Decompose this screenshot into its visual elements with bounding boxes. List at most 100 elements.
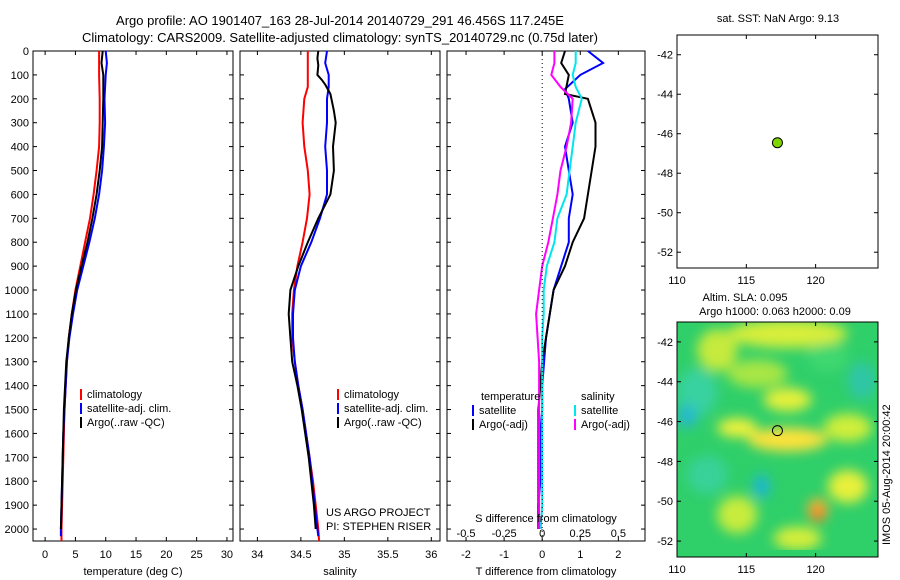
sst-map-frame <box>676 34 879 269</box>
difference-profile-chart: -2 -1 0 1 2 T difference from climatology temp… <box>446 50 646 578</box>
sal-series-argo---raw--qc- <box>287 50 337 530</box>
diff-series-argo--adj- <box>535 51 574 529</box>
depth-tick-label: 1700 <box>5 452 29 464</box>
diff-s-tick-label: 0 <box>539 528 545 540</box>
alt-y-tick-label: -52 <box>657 536 673 548</box>
sst-x-tick-label: 120 <box>806 275 824 287</box>
alt-float-location-marker <box>771 425 783 437</box>
heatmap-cell <box>677 404 698 428</box>
temp-x-tick-label: 10 <box>100 549 112 561</box>
depth-tick-label: 400 <box>11 142 29 154</box>
diff-plot-frame <box>446 50 646 542</box>
figure-title-line2: Climatology: CARS2009. Satellite-adjuste… <box>82 30 598 45</box>
temp-x-tick-label: 15 <box>130 549 142 561</box>
heatmap-cell <box>697 329 738 372</box>
depth-tick-label: 100 <box>11 70 29 82</box>
sal-x-tick-label: 36 <box>425 549 437 561</box>
legend-label: Argo(-adj) <box>581 419 630 431</box>
depth-tick-label: 1900 <box>5 500 29 512</box>
temp-x-tick-label: 5 <box>72 549 78 561</box>
diff-x-tick-label: 0 <box>539 549 545 561</box>
depth-tick-label: 600 <box>11 189 29 201</box>
heatmap-cell <box>763 387 812 412</box>
depth-tick-label: 1100 <box>5 309 29 321</box>
sst-x-tick-label: 110 <box>668 275 686 287</box>
legend-label: satellite-adj. clim. <box>87 403 171 415</box>
sst-y-tick-label: -44 <box>657 89 673 101</box>
temp-plot-frame <box>32 50 234 542</box>
sal-x-tick-label: 35.5 <box>377 549 398 561</box>
depth-tick-label: 1000 <box>5 285 29 297</box>
sal-x-tick-label: 34 <box>251 549 263 561</box>
alt-x-tick-label: 120 <box>806 564 824 576</box>
depth-tick-label: 1400 <box>5 381 29 393</box>
heatmap-cell <box>687 455 728 494</box>
legend-label: climatology <box>344 389 400 401</box>
depth-tick-label: 2000 <box>5 524 29 536</box>
temp-series-argo---raw--qc- <box>59 50 105 530</box>
legend-label: satellite-adj. clim. <box>344 403 428 415</box>
alt-y-tick-label: -50 <box>657 496 673 508</box>
alt-x-tick-label: 115 <box>738 564 756 576</box>
temp-x-tick-label: 30 <box>221 549 233 561</box>
diff-s-tick-label: -0.25 <box>492 528 517 540</box>
depth-tick-label: 1500 <box>5 405 29 417</box>
annotation-pi: PI: STEPHEN RISER <box>326 521 431 533</box>
sst-map-chart: 110 115 120 -42 -44 -46 -48 -50 -52 <box>657 34 879 287</box>
diff-x-axis-label: T difference from climatology <box>476 566 617 578</box>
legend-label: Argo(-adj) <box>479 419 528 431</box>
depth-tick-label: 900 <box>11 261 29 273</box>
diff-s-axis-label: S difference from climatology <box>475 513 617 525</box>
figure-title-line1: Argo profile: AO 1901407_163 28-Jul-2014… <box>116 13 564 28</box>
depth-tick-label: 1800 <box>5 476 29 488</box>
altimetry-map-chart: 110 115 120 -42 -44 -46 -48 -50 -52 <box>657 321 879 576</box>
heatmap-cell <box>753 474 770 499</box>
heatmap-cell <box>847 361 876 400</box>
alt-y-tick-label: -48 <box>657 456 673 468</box>
annotation-project: US ARGO PROJECT <box>326 507 431 519</box>
sst-y-tick-label: -50 <box>657 208 673 220</box>
heatmap-cell <box>747 427 828 452</box>
diff-legend-header-temperature: temperature <box>481 391 540 403</box>
sst-y-tick-label: -48 <box>657 168 673 180</box>
heatmap-cell <box>827 470 868 503</box>
altimetry-heatmap <box>677 322 878 557</box>
heatmap-cell <box>773 526 822 550</box>
heatmap-cell <box>807 343 848 372</box>
depth-tick-label: 1600 <box>5 428 29 440</box>
sst-y-tick-label: -46 <box>657 129 673 141</box>
heatmap-cell <box>812 508 823 521</box>
diff-x-tick-label: 2 <box>615 549 621 561</box>
depth-tick-label: 1300 <box>5 357 29 369</box>
alt-y-tick-label: -44 <box>657 377 673 389</box>
legend-label: climatology <box>87 389 143 401</box>
diff-s-tick-label: 0.25 <box>570 528 591 540</box>
legend-label: Argo(..raw -QC) <box>87 417 165 429</box>
altimetry-title-line2: Argo h1000: 0.063 h2000: 0.09 <box>699 306 851 318</box>
alt-y-tick-label: -42 <box>657 337 673 349</box>
sal-x-tick-label: 34.5 <box>290 549 311 561</box>
altimetry-side-label: IMOS 05-Aug-2014 20:00:42 <box>881 404 893 545</box>
depth-tick-label: 800 <box>11 237 29 249</box>
depth-tick-label: 0 <box>23 46 29 58</box>
alt-y-tick-label: -46 <box>657 417 673 429</box>
diff-series-satellite <box>539 51 583 530</box>
diff-x-tick-label: 1 <box>577 549 583 561</box>
sal-x-tick-label: 35 <box>338 549 350 561</box>
depth-tick-label: 1200 <box>5 333 29 345</box>
salinity-profile-chart: 34 34.5 35 35.5 36 salinity climatology satelli… <box>239 50 441 578</box>
temp-x-axis-label: temperature (deg C) <box>83 566 182 578</box>
temp-x-tick-label: 0 <box>42 549 48 561</box>
legend-label: satellite <box>479 405 516 417</box>
heatmap-cell <box>727 322 848 348</box>
diff-s-tick-label: 0.5 <box>611 528 626 540</box>
sst-map-title: sat. SST: NaN Argo: 9.13 <box>717 13 839 25</box>
diff-s-tick-label: -0.5 <box>457 528 476 540</box>
temp-x-tick-label: 25 <box>191 549 203 561</box>
sst-x-tick-label: 115 <box>738 275 756 287</box>
diff-x-tick-label: -1 <box>499 549 509 561</box>
temp-x-tick-label: 20 <box>160 549 172 561</box>
heatmap-cell <box>727 359 788 388</box>
alt-x-tick-label: 110 <box>668 564 686 576</box>
